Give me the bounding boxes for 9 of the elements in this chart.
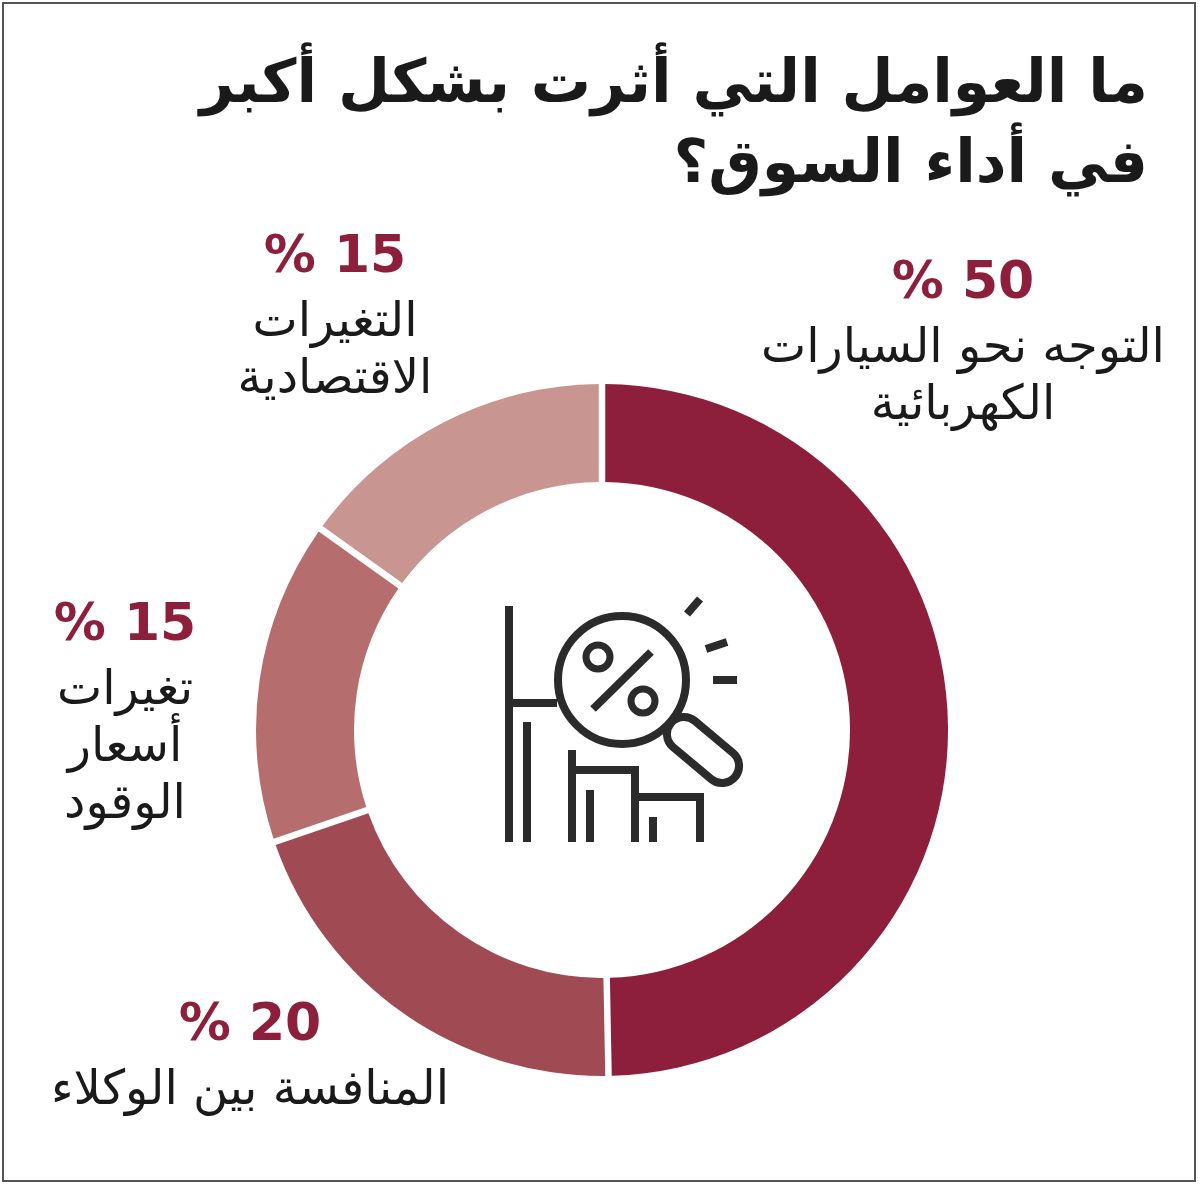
data-label: 15 % bbox=[53, 592, 197, 652]
data-label: 50 % bbox=[891, 250, 1035, 310]
chart-title: ما العوامل التي أثرت بشكل أكبر في أداء السوق؟ bbox=[196, 42, 1148, 197]
slice-label: التوجه نحو السيارات الكهربائية bbox=[761, 317, 1165, 431]
slice-label: تغيرات أسعار الوقود bbox=[56, 659, 194, 830]
data-label: 15 % bbox=[263, 224, 407, 284]
slice-label: التغيرات الاقتصادية bbox=[237, 291, 433, 404]
data-label: 20 % bbox=[178, 992, 322, 1052]
slice-label: المنافسة بين الوكلاء bbox=[50, 1059, 450, 1116]
